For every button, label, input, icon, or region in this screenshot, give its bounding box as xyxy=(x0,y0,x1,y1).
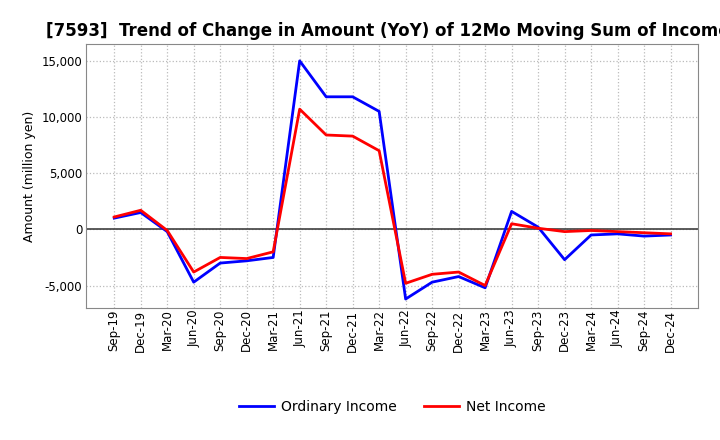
Net Income xyxy=(189,269,198,275)
Ordinary Income xyxy=(560,257,569,262)
Net Income xyxy=(322,132,330,138)
Ordinary Income xyxy=(401,297,410,302)
Ordinary Income xyxy=(295,58,304,63)
Ordinary Income xyxy=(322,94,330,99)
Ordinary Income xyxy=(666,232,675,238)
Net Income xyxy=(481,283,490,288)
Net Income xyxy=(613,229,622,234)
Ordinary Income xyxy=(454,274,463,279)
Net Income xyxy=(454,269,463,275)
Ordinary Income xyxy=(269,255,277,260)
Ordinary Income xyxy=(243,258,251,264)
Net Income xyxy=(295,106,304,112)
Net Income xyxy=(587,228,595,233)
Ordinary Income xyxy=(110,216,119,221)
Net Income xyxy=(163,228,171,233)
Net Income xyxy=(640,230,649,235)
Net Income xyxy=(401,281,410,286)
Ordinary Income xyxy=(216,260,225,266)
Net Income xyxy=(508,221,516,227)
Line: Net Income: Net Income xyxy=(114,109,670,286)
Net Income xyxy=(534,226,542,231)
Net Income xyxy=(243,256,251,261)
Ordinary Income xyxy=(428,279,436,285)
Net Income xyxy=(560,229,569,234)
Net Income xyxy=(269,249,277,254)
Line: Ordinary Income: Ordinary Income xyxy=(114,61,670,299)
Net Income xyxy=(136,208,145,213)
Y-axis label: Amount (million yen): Amount (million yen) xyxy=(23,110,36,242)
Net Income xyxy=(375,148,384,154)
Net Income xyxy=(110,214,119,220)
Ordinary Income xyxy=(534,224,542,230)
Ordinary Income xyxy=(136,210,145,215)
Ordinary Income xyxy=(640,234,649,239)
Ordinary Income xyxy=(481,285,490,290)
Title: [7593]  Trend of Change in Amount (YoY) of 12Mo Moving Sum of Incomes: [7593] Trend of Change in Amount (YoY) o… xyxy=(45,22,720,40)
Net Income xyxy=(348,133,357,139)
Legend: Ordinary Income, Net Income: Ordinary Income, Net Income xyxy=(233,394,552,419)
Ordinary Income xyxy=(189,279,198,285)
Ordinary Income xyxy=(163,229,171,234)
Ordinary Income xyxy=(508,209,516,214)
Net Income xyxy=(428,271,436,277)
Net Income xyxy=(216,255,225,260)
Net Income xyxy=(666,231,675,236)
Ordinary Income xyxy=(348,94,357,99)
Ordinary Income xyxy=(613,231,622,236)
Ordinary Income xyxy=(375,109,384,114)
Ordinary Income xyxy=(587,232,595,238)
